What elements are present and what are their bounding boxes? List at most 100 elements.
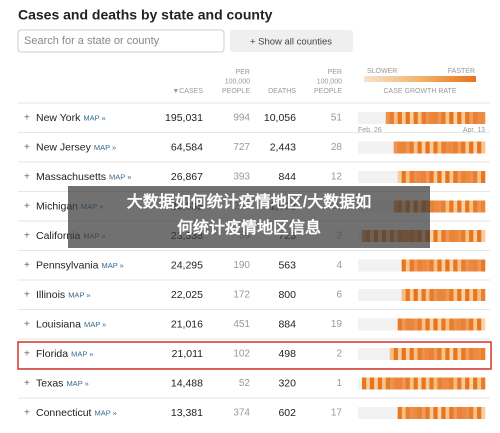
map-link[interactable]: MAP » xyxy=(94,408,116,417)
growth-strip-cell xyxy=(405,141,410,154)
growth-strip-cell xyxy=(358,318,363,331)
expand-icon[interactable]: + xyxy=(24,260,30,271)
growth-strip-cell xyxy=(413,318,418,331)
growth-strip-cell xyxy=(385,318,391,331)
growth-strip-cell xyxy=(393,171,398,183)
growth-strip-cell xyxy=(413,407,418,419)
growth-strip-cell xyxy=(441,289,446,301)
growth-strip-cell xyxy=(389,377,395,390)
growth-strip-cell xyxy=(461,259,466,272)
growth-strip-cell xyxy=(389,171,395,183)
deaths-per-100k: 17 xyxy=(331,408,343,419)
growth-strip-cell xyxy=(401,112,406,124)
growth-strip-cell xyxy=(397,289,402,301)
growth-strip-cell xyxy=(385,407,391,419)
show-all-button[interactable] xyxy=(230,30,353,52)
growth-strip-cell xyxy=(369,171,375,183)
growth-strip-cell xyxy=(429,407,434,419)
growth-strip-cell xyxy=(393,348,398,360)
expand-icon[interactable]: + xyxy=(24,201,30,212)
growth-strip-cell xyxy=(461,289,466,301)
growth-strip-cell xyxy=(437,377,442,390)
search-placeholder: Search for a state or county xyxy=(24,35,160,47)
growth-strip-cell xyxy=(429,141,434,154)
growth-strip-cell xyxy=(453,230,458,242)
highlight-box xyxy=(17,341,492,370)
growth-strip-cell xyxy=(481,141,486,154)
growth-strip-cell xyxy=(473,230,478,242)
growth-strip-cell xyxy=(417,171,422,183)
growth-strip-cell xyxy=(421,318,426,331)
growth-strip-cell xyxy=(457,289,462,301)
growth-strip-cell xyxy=(401,259,406,272)
growth-strip-cell xyxy=(465,318,470,331)
map-link[interactable]: MAP » xyxy=(101,261,123,270)
growth-strip-cell xyxy=(409,259,414,272)
growth-strip-cell xyxy=(429,200,434,213)
growth-strip-cell xyxy=(449,348,454,360)
expand-icon[interactable]: + xyxy=(24,231,30,242)
overlay-banner xyxy=(68,186,430,248)
cases-header[interactable]: ▼CASES xyxy=(172,88,203,95)
growth-strip-cell xyxy=(449,377,454,390)
growth-strip-cell xyxy=(453,259,458,272)
growth-strip-cell xyxy=(397,259,402,272)
growth-strip-cell xyxy=(453,141,458,154)
overlay-line: 何统计疫情地区信息 xyxy=(177,218,321,237)
growth-strip-cell xyxy=(481,289,486,301)
growth-strip-cell xyxy=(425,171,430,183)
growth-strip-cell xyxy=(405,407,410,419)
map-link[interactable]: MAP » xyxy=(109,172,131,181)
search-box[interactable] xyxy=(17,29,225,53)
expand-icon[interactable]: + xyxy=(24,142,30,153)
growth-strip-cell xyxy=(473,289,478,301)
growth-strip-cell xyxy=(417,259,422,272)
per-capita-header: 100,000 xyxy=(225,78,250,85)
expand-icon[interactable]: + xyxy=(24,290,30,301)
growth-strip-cell xyxy=(377,377,383,390)
state-name: Texas xyxy=(36,377,63,389)
expand-icon[interactable]: + xyxy=(24,319,30,330)
cases-per-100k: 727 xyxy=(233,142,250,153)
growth-strip-cell xyxy=(389,318,395,331)
growth-strip-cell xyxy=(453,200,458,213)
map-link[interactable]: MAP » xyxy=(66,379,88,388)
cases: 21,016 xyxy=(171,318,203,330)
cases: 64,584 xyxy=(171,141,203,153)
growth-strip-cell xyxy=(361,348,367,360)
map-link[interactable]: MAP » xyxy=(94,143,116,152)
growth-strip-cell xyxy=(358,171,363,183)
growth-strip-cell xyxy=(397,377,402,390)
growth-strip-cell xyxy=(397,171,402,183)
expand-icon[interactable]: + xyxy=(24,113,30,124)
growth-strip-cell xyxy=(405,377,410,390)
map-link[interactable]: MAP » xyxy=(71,349,93,358)
growth-strip-cell xyxy=(461,112,466,124)
growth-strip-cell xyxy=(445,377,450,390)
growth-strip-cell xyxy=(465,259,470,272)
map-link[interactable]: MAP » xyxy=(68,290,90,299)
growth-strip-cell xyxy=(481,112,486,124)
deaths-per-100k: 51 xyxy=(331,113,343,124)
growth-strip-cell xyxy=(409,407,414,419)
growth-strip-cell xyxy=(393,259,398,272)
expand-icon[interactable]: + xyxy=(24,172,30,183)
deaths-header[interactable]: DEATHS xyxy=(268,88,296,95)
growth-strip-cell xyxy=(393,289,398,301)
growth-strip-cell xyxy=(417,141,422,154)
expand-icon[interactable]: + xyxy=(24,349,30,360)
growth-strip-cell xyxy=(381,112,387,124)
expand-icon[interactable]: + xyxy=(24,378,30,389)
growth-strip-cell xyxy=(373,289,379,301)
expand-icon[interactable]: + xyxy=(24,408,30,419)
growth-strip-cell xyxy=(389,141,395,154)
slower-label: SLOWER xyxy=(367,68,397,75)
growth-strip-cell xyxy=(469,112,474,124)
growth-strip-cell xyxy=(385,259,391,272)
growth-strip-cell xyxy=(358,377,363,390)
map-link[interactable]: MAP » xyxy=(83,113,105,122)
map-link[interactable]: MAP » xyxy=(84,320,106,329)
growth-strip-cell xyxy=(461,141,466,154)
growth-strip-cell xyxy=(421,112,426,124)
